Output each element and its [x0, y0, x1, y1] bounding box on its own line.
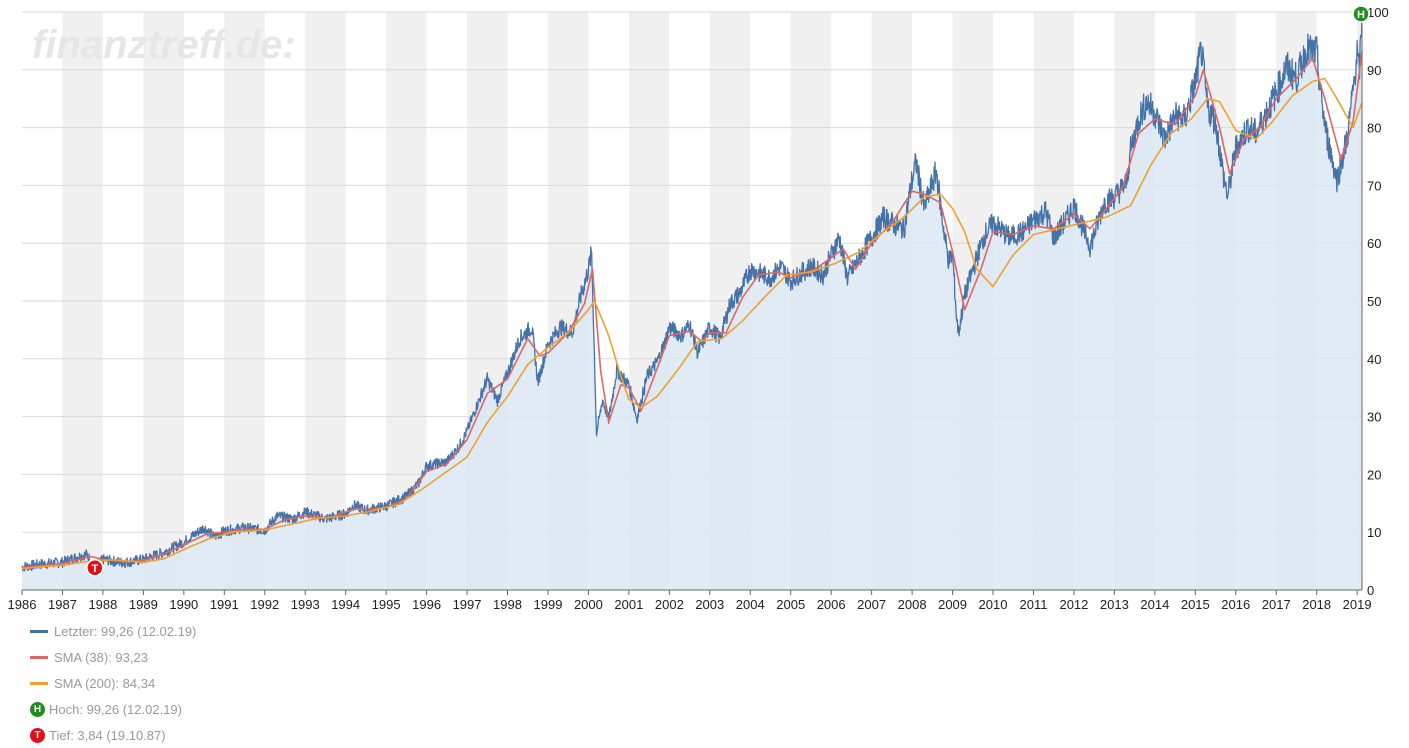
y-tick-label: 0 — [1367, 583, 1374, 598]
tief-marker-icon: T — [30, 727, 45, 743]
x-tick-label: 2018 — [1302, 597, 1331, 612]
x-tick-label: 1999 — [534, 597, 563, 612]
series-line-sma-200 — [21, 77, 1363, 570]
x-tick-label: 2012 — [1059, 597, 1088, 612]
series-line-sma-38 — [21, 51, 1363, 569]
x-tick-label: 2008 — [898, 597, 927, 612]
legend-swatch — [30, 681, 48, 685]
price-area — [22, 16, 1362, 591]
x-tick-label: 2011 — [1019, 597, 1047, 612]
marker-tief: T — [86, 559, 104, 577]
y-tick-label: 10 — [1367, 525, 1381, 540]
x-tick-label: 1996 — [412, 597, 441, 612]
legend-text: Hoch: 99,26 (12.02.19) — [49, 701, 182, 717]
svg-text:T: T — [91, 563, 98, 575]
legend-item: H Hoch: 99,26 (12.02.19) — [30, 696, 196, 722]
y-tick-label: 100 — [1367, 5, 1389, 20]
x-tick-label: 2007 — [857, 597, 886, 612]
x-tick-label: 2002 — [655, 597, 684, 612]
x-tick-label: 2009 — [938, 597, 967, 612]
x-tick-label: 2017 — [1262, 597, 1291, 612]
legend: Letzter: 99,26 (12.02.19) SMA (38): 93,23… — [30, 618, 196, 748]
svg-text:H: H — [1357, 9, 1365, 21]
hoch-marker-icon: H — [30, 701, 45, 717]
legend-swatch — [30, 629, 48, 633]
x-tick-label: 2004 — [736, 597, 765, 612]
x-tick-label: 2019 — [1343, 597, 1372, 612]
legend-item: T Tief: 3,84 (19.10.87) — [30, 722, 196, 748]
x-tick-label: 2003 — [695, 597, 724, 612]
x-tick-label: 2005 — [776, 597, 805, 612]
y-tick-label: 90 — [1367, 63, 1381, 78]
legend-text: Tief: 3,84 (19.10.87) — [49, 727, 166, 743]
hoch-tief-markers: HT — [86, 5, 1370, 577]
x-tick-label: 1990 — [169, 597, 198, 612]
x-tick-label: 1986 — [8, 597, 37, 612]
x-tick-label: 2014 — [1140, 597, 1169, 612]
x-tick-label: 2006 — [817, 597, 846, 612]
y-tick-label: 30 — [1367, 410, 1381, 425]
legend-text: Letzter: 99,26 (12.02.19) — [54, 623, 197, 639]
legend-swatch — [30, 655, 48, 659]
x-tick-label: 1997 — [453, 597, 482, 612]
x-tick-label: 1988 — [88, 597, 117, 612]
y-tick-label: 70 — [1367, 178, 1381, 193]
x-tick-label: 2013 — [1100, 597, 1129, 612]
legend-text: SMA (200): 84,34 — [54, 675, 156, 691]
x-tick-label: 2010 — [979, 597, 1008, 612]
x-tick-label: 2000 — [574, 597, 603, 612]
legend-item: SMA (200): 84,34 — [30, 670, 196, 696]
price-chart: finanztreff.de: 0 10 20 30 40 50 60 70 80 90 100 19… — [8, 5, 1389, 612]
x-tick-label: 1994 — [331, 597, 360, 612]
watermark: finanztreff.de: — [32, 23, 296, 67]
y-tick-label: 20 — [1367, 467, 1381, 482]
y-tick-label: 40 — [1367, 352, 1381, 367]
series-lines — [21, 16, 1363, 573]
x-tick-label: 2001 — [614, 597, 643, 612]
x-tick-label: 2016 — [1221, 597, 1250, 612]
x-tick-label: 1989 — [129, 597, 158, 612]
x-tick-label: 2015 — [1181, 597, 1210, 612]
axes: 0 10 20 30 40 50 60 70 80 90 100 1986 1987 1988 1989 19… — [8, 5, 1389, 612]
x-tick-label: 1995 — [372, 597, 401, 612]
x-tick-label: 1998 — [493, 597, 522, 612]
legend-item: Letzter: 99,26 (12.02.19) — [30, 618, 196, 644]
legend-text: SMA (38): 93,23 — [54, 649, 148, 665]
y-tick-label: 50 — [1367, 294, 1381, 309]
x-tick-label: 1992 — [250, 597, 279, 612]
legend-item: SMA (38): 93,23 — [30, 644, 196, 670]
x-tick-label: 1991 — [210, 597, 239, 612]
y-tick-label: 80 — [1367, 121, 1381, 136]
marker-hoch: H — [1352, 5, 1370, 23]
x-tick-label: 1993 — [291, 597, 320, 612]
x-tick-label: 1987 — [48, 597, 77, 612]
y-tick-label: 60 — [1367, 236, 1381, 251]
